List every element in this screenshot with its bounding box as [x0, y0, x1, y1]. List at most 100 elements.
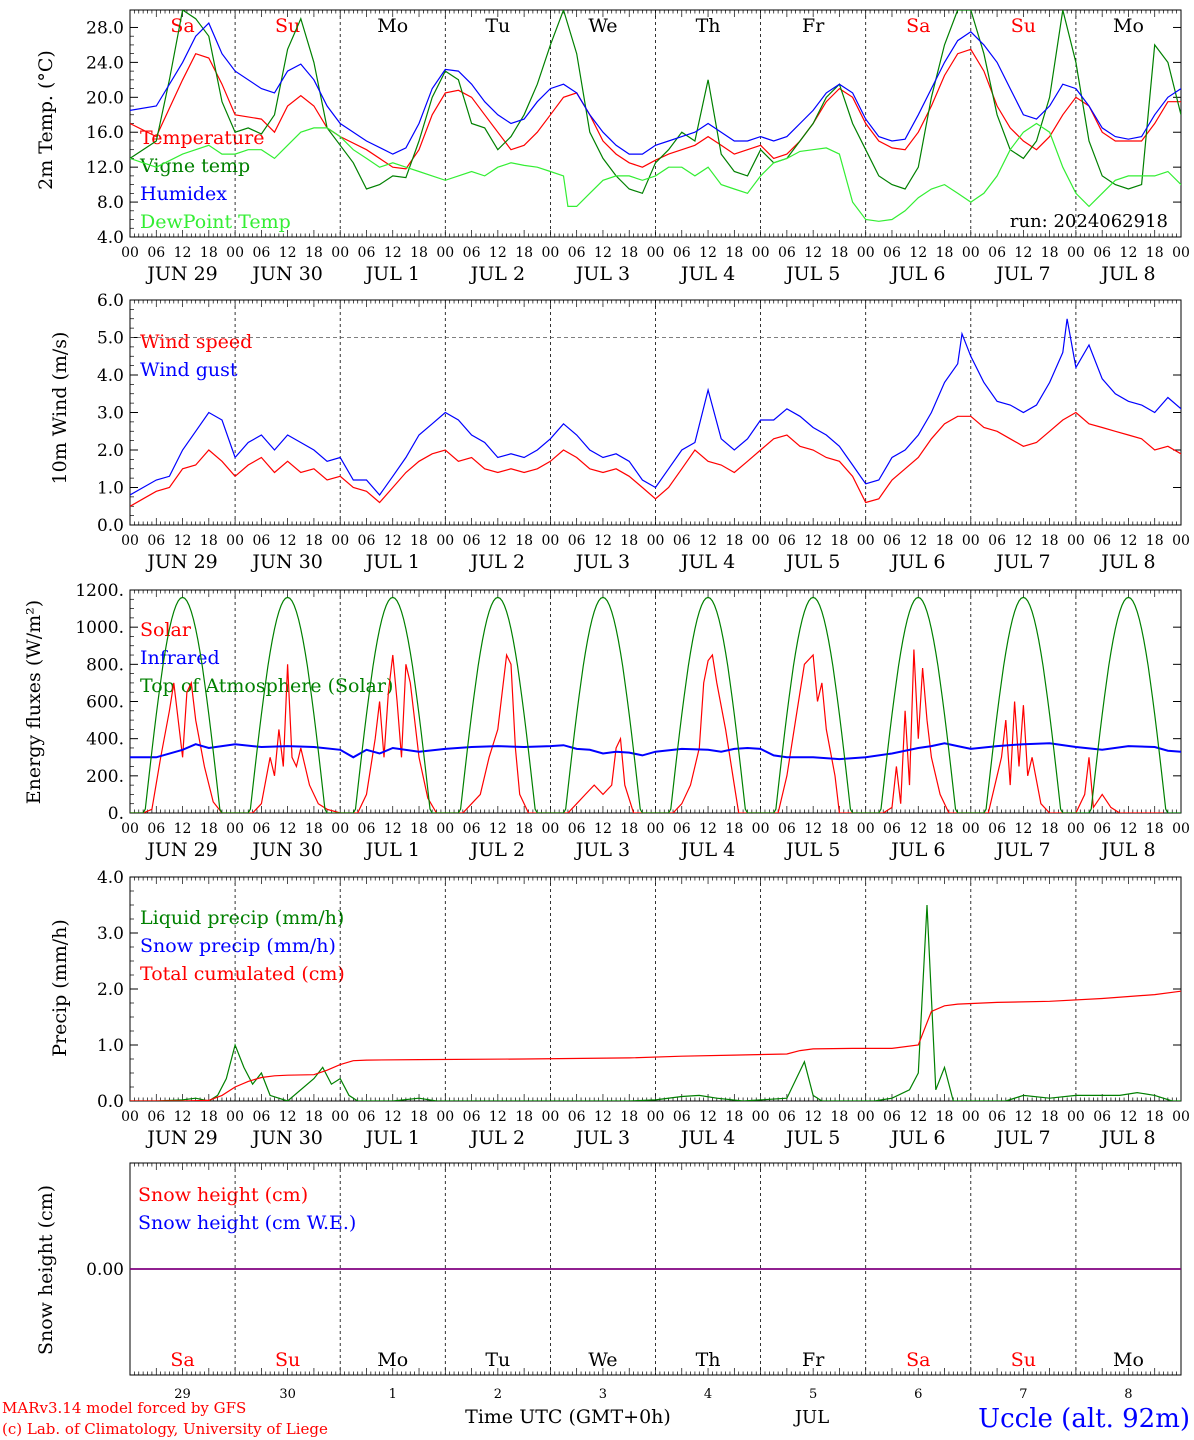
- snow-legend-height: Snow height (cm): [138, 1184, 308, 1206]
- run-annotation: run: 2024062918: [1010, 211, 1168, 232]
- weekday-label: Su: [275, 15, 300, 37]
- date-label: JUN 29: [145, 551, 217, 573]
- hour-tick-label: 06: [358, 533, 376, 549]
- temperature-legend-vigne: Vigne temp: [139, 155, 250, 177]
- y-tick-label: 2.0: [97, 980, 124, 1000]
- date-label: JUL 6: [889, 263, 945, 285]
- weekday-label: Tu: [485, 15, 510, 37]
- y-tick-label: 1200.: [75, 581, 124, 601]
- date-label: JUL 5: [784, 839, 840, 861]
- y-tick-label: 5.0: [97, 329, 124, 349]
- hour-tick-label: 06: [147, 533, 165, 549]
- hour-tick-label: 06: [1093, 1109, 1111, 1125]
- temperature-legend-temperature: Temperature: [140, 127, 264, 149]
- hour-tick-label: 06: [358, 245, 376, 261]
- hour-tick-label: 18: [620, 821, 638, 837]
- hour-tick-label: 18: [831, 245, 849, 261]
- hour-tick-label: 06: [463, 1109, 481, 1125]
- hour-tick-label: 00: [541, 533, 559, 549]
- hour-tick-label: 18: [725, 533, 743, 549]
- hour-tick-label: 00: [436, 1109, 454, 1125]
- date-label: JUL 7: [994, 839, 1050, 861]
- date-label: JUL 6: [889, 551, 945, 573]
- weekday-label: Tu: [485, 1349, 510, 1371]
- wind-y-axis-label: 10m Wind (m/s): [49, 332, 71, 485]
- hour-tick-label: 12: [384, 821, 402, 837]
- weekday-label: Su: [1011, 1349, 1036, 1371]
- hour-tick-label: 06: [252, 245, 270, 261]
- day-number: 4: [704, 1387, 712, 1402]
- hour-tick-label: 12: [1014, 1109, 1032, 1125]
- y-tick-label: 200.: [86, 767, 124, 787]
- hour-tick-label: 18: [200, 245, 218, 261]
- hour-tick-label: 06: [988, 533, 1006, 549]
- date-label: JUL 8: [1099, 1127, 1155, 1149]
- hour-tick-label: 00: [226, 1109, 244, 1125]
- hour-tick-label: 06: [673, 821, 691, 837]
- hour-tick-label: 00: [541, 245, 559, 261]
- date-label: JUL 4: [679, 551, 735, 573]
- hour-tick-label: 06: [673, 533, 691, 549]
- hour-tick-label: 18: [515, 821, 533, 837]
- month-label: JUL: [793, 1407, 829, 1428]
- hour-tick-label: 18: [620, 1109, 638, 1125]
- hour-tick-label: 12: [174, 533, 192, 549]
- date-label: JUN 29: [145, 263, 217, 285]
- hour-tick-label: 12: [279, 245, 297, 261]
- hour-tick-label: 00: [541, 1109, 559, 1125]
- hour-tick-label: 12: [1120, 533, 1138, 549]
- hour-tick-label: 00: [857, 821, 875, 837]
- weekday-label: Sa: [170, 15, 194, 37]
- weekday-label: Fr: [802, 1349, 825, 1371]
- weekday-label: Sa: [170, 1349, 194, 1371]
- hour-tick-label: 18: [1041, 821, 1059, 837]
- y-tick-label: 24.0: [86, 53, 124, 73]
- hour-tick-label: 00: [962, 821, 980, 837]
- hour-tick-label: 12: [594, 533, 612, 549]
- hour-tick-label: 06: [1093, 245, 1111, 261]
- hour-tick-label: 12: [489, 821, 507, 837]
- time-axis-label: Time UTC (GMT+0h): [465, 1406, 671, 1428]
- hour-tick-label: 00: [1172, 245, 1190, 261]
- precip-legend-liquid: Liquid precip (mm/h): [140, 907, 344, 929]
- hour-tick-label: 06: [358, 821, 376, 837]
- hour-tick-label: 12: [279, 821, 297, 837]
- hour-tick-label: 18: [200, 533, 218, 549]
- hour-tick-label: 12: [1120, 1109, 1138, 1125]
- y-tick-label: 2.0: [97, 441, 124, 461]
- hour-tick-label: 00: [647, 821, 665, 837]
- date-label: JUL 3: [574, 551, 630, 573]
- hour-tick-label: 06: [568, 533, 586, 549]
- hour-tick-label: 00: [436, 533, 454, 549]
- hour-tick-label: 00: [857, 245, 875, 261]
- hour-tick-label: 06: [252, 1109, 270, 1125]
- hour-tick-label: 00: [647, 1109, 665, 1125]
- y-tick-label: 600.: [86, 693, 124, 713]
- hour-tick-label: 18: [305, 821, 323, 837]
- y-tick-label: 1000.: [75, 618, 124, 638]
- series-line-dewpoint-temp: [130, 122, 1181, 222]
- weekday-label: Th: [696, 1349, 721, 1371]
- hour-tick-label: 12: [699, 245, 717, 261]
- hour-tick-label: 06: [883, 821, 901, 837]
- day-number: 29: [174, 1387, 191, 1402]
- y-tick-label: 800.: [86, 655, 124, 675]
- weekday-label: Su: [275, 1349, 300, 1371]
- y-tick-label: 16.0: [86, 123, 124, 143]
- hour-tick-label: 18: [936, 245, 954, 261]
- model-credit-line-1: MARv3.14 model forced by GFS: [2, 1399, 246, 1417]
- hour-tick-label: 00: [436, 821, 454, 837]
- model-credit-line-2: (c) Lab. of Climatology, University of L…: [2, 1420, 328, 1438]
- hour-tick-label: 12: [1120, 245, 1138, 261]
- station-label: Uccle (alt. 92m): [978, 1404, 1190, 1434]
- hour-tick-label: 06: [883, 245, 901, 261]
- hour-tick-label: 00: [962, 1109, 980, 1125]
- hour-tick-label: 18: [410, 245, 428, 261]
- date-label: JUN 29: [145, 839, 217, 861]
- hour-tick-label: 06: [673, 245, 691, 261]
- date-label: JUL 2: [469, 839, 525, 861]
- hour-tick-label: 06: [673, 1109, 691, 1125]
- hour-tick-label: 12: [699, 821, 717, 837]
- hour-tick-label: 12: [489, 1109, 507, 1125]
